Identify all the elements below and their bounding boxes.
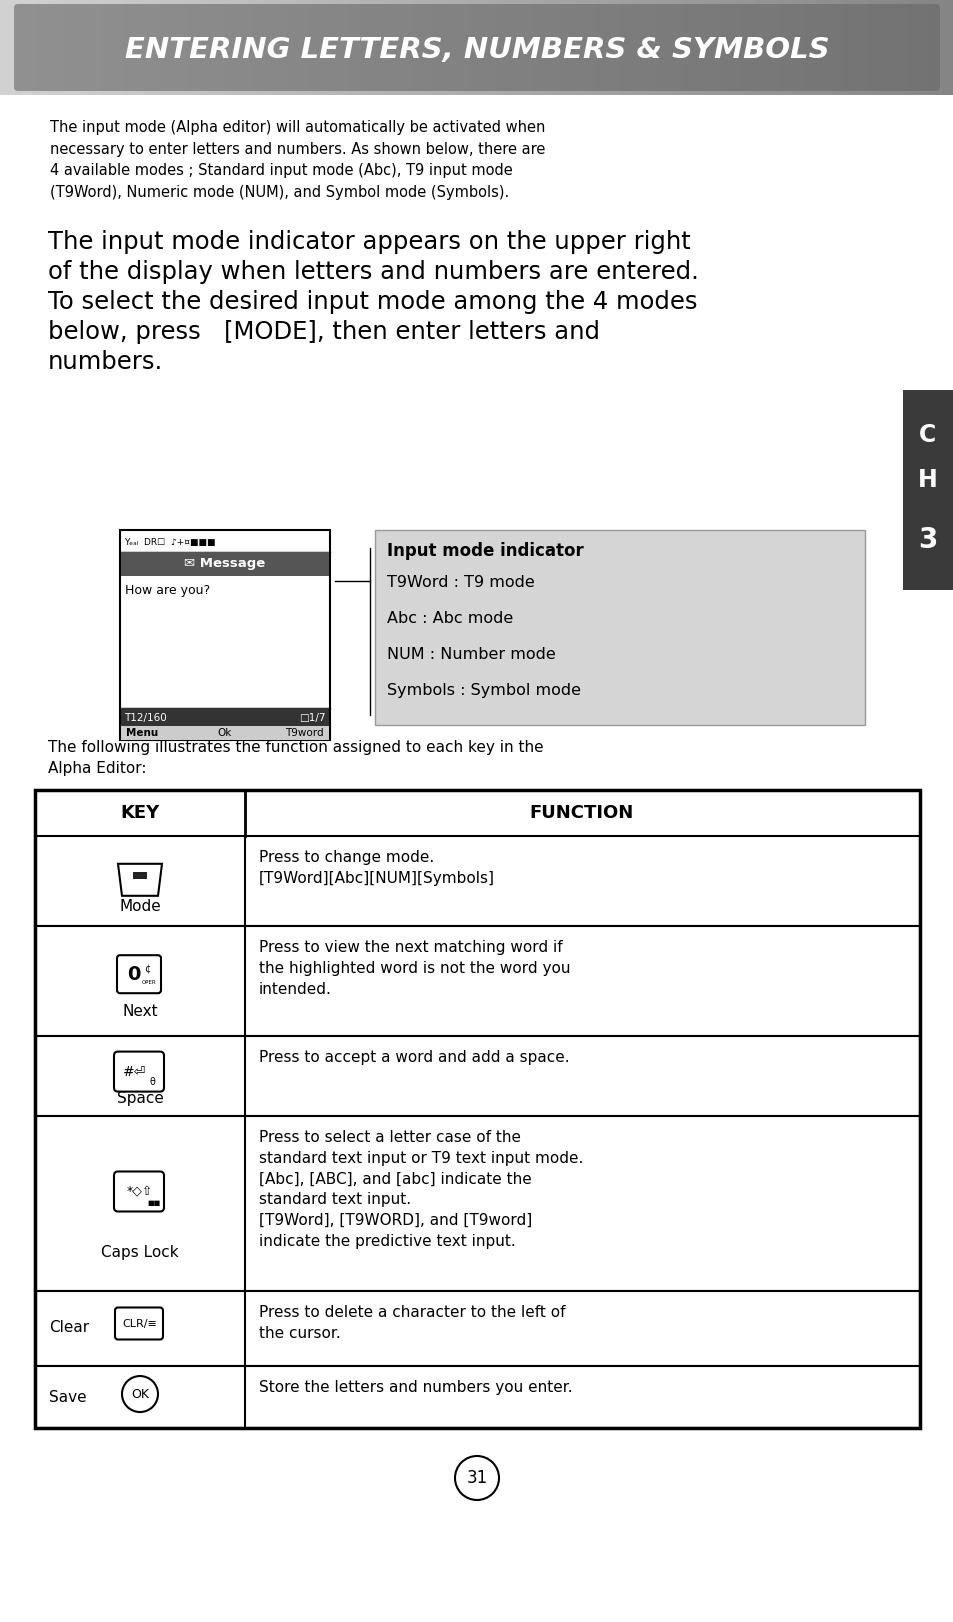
Bar <box>35 1366 919 1427</box>
FancyBboxPatch shape <box>14 3 939 91</box>
Text: Clear: Clear <box>49 1320 89 1335</box>
Text: Press to select a letter case of the
standard text input or T9 text input mode.
: Press to select a letter case of the sta… <box>258 1131 583 1249</box>
Text: The following illustrates the function assigned to each key in the
Alpha Editor:: The following illustrates the function a… <box>48 740 543 775</box>
Bar <box>35 1116 919 1291</box>
Bar <box>35 926 919 1036</box>
Text: OK: OK <box>131 1387 149 1400</box>
FancyBboxPatch shape <box>117 955 161 993</box>
Text: The input mode indicator appears on the upper right
of the display when letters : The input mode indicator appears on the … <box>48 230 699 375</box>
Bar <box>132 871 147 879</box>
Text: Press to view the next matching word if
the highlighted word is not the word you: Press to view the next matching word if … <box>258 941 570 996</box>
Bar <box>121 551 329 576</box>
Bar <box>35 1291 919 1366</box>
Text: FUNCTION: FUNCTION <box>529 805 634 822</box>
Bar <box>375 530 864 725</box>
Text: 31: 31 <box>466 1470 487 1487</box>
Text: □1/7: □1/7 <box>299 714 326 723</box>
Text: Menu: Menu <box>126 728 158 738</box>
Circle shape <box>122 1375 158 1413</box>
Text: Input mode indicator: Input mode indicator <box>387 542 583 560</box>
Text: Next: Next <box>122 1004 157 1019</box>
Bar <box>35 1036 919 1116</box>
Bar <box>35 790 919 1427</box>
Text: *◇⇧: *◇⇧ <box>127 1186 153 1199</box>
Text: Space: Space <box>116 1092 163 1106</box>
Text: ■■: ■■ <box>147 1200 160 1207</box>
Text: Press to accept a word and add a space.: Press to accept a word and add a space. <box>258 1049 569 1066</box>
Text: OPER: OPER <box>142 980 156 985</box>
Text: How are you?: How are you? <box>125 584 210 597</box>
Text: Yₑₐₗ  DR☐  ♪+¤■■■: Yₑₐₗ DR☐ ♪+¤■■■ <box>124 539 215 548</box>
Text: Press to delete a character to the left of
the cursor.: Press to delete a character to the left … <box>258 1306 565 1341</box>
Text: Caps Lock: Caps Lock <box>101 1246 178 1260</box>
Text: H: H <box>917 469 937 491</box>
Text: 0: 0 <box>127 965 140 983</box>
Text: Abc : Abc mode: Abc : Abc mode <box>387 611 513 626</box>
Polygon shape <box>118 865 162 895</box>
Text: C: C <box>919 423 936 448</box>
Text: Press to change mode.
[T9Word][Abc][NUM][Symbols]: Press to change mode. [T9Word][Abc][NUM]… <box>258 850 495 886</box>
Text: CLR/≡: CLR/≡ <box>122 1320 157 1330</box>
Bar <box>35 790 919 835</box>
Text: NUM : Number mode: NUM : Number mode <box>387 647 556 662</box>
Text: T9Word : T9 mode: T9Word : T9 mode <box>387 576 535 590</box>
Text: #⏎: #⏎ <box>123 1064 147 1079</box>
FancyBboxPatch shape <box>113 1171 164 1212</box>
Text: θ: θ <box>149 1077 154 1087</box>
FancyBboxPatch shape <box>113 1051 164 1092</box>
Text: T12/160: T12/160 <box>124 714 167 723</box>
Text: KEY: KEY <box>120 805 159 822</box>
FancyBboxPatch shape <box>115 1307 163 1340</box>
Text: T9word: T9word <box>285 728 324 738</box>
Circle shape <box>455 1457 498 1500</box>
Text: 3: 3 <box>918 526 937 555</box>
Bar <box>121 707 329 728</box>
Text: Mode: Mode <box>119 899 161 913</box>
Bar <box>120 530 330 740</box>
Bar <box>902 389 953 590</box>
Text: Ok: Ok <box>217 728 232 738</box>
Text: Store the letters and numbers you enter.: Store the letters and numbers you enter. <box>258 1380 572 1395</box>
Text: Save: Save <box>49 1390 87 1405</box>
Text: ¢: ¢ <box>144 963 150 975</box>
Text: ✉ Message: ✉ Message <box>184 558 265 571</box>
Bar <box>35 835 919 926</box>
Bar <box>121 727 329 740</box>
Text: Symbols : Symbol mode: Symbols : Symbol mode <box>387 683 580 697</box>
Text: ENTERING LETTERS, NUMBERS & SYMBOLS: ENTERING LETTERS, NUMBERS & SYMBOLS <box>125 36 828 63</box>
Text: The input mode (Alpha editor) will automatically be activated when
necessary to : The input mode (Alpha editor) will autom… <box>50 120 545 200</box>
